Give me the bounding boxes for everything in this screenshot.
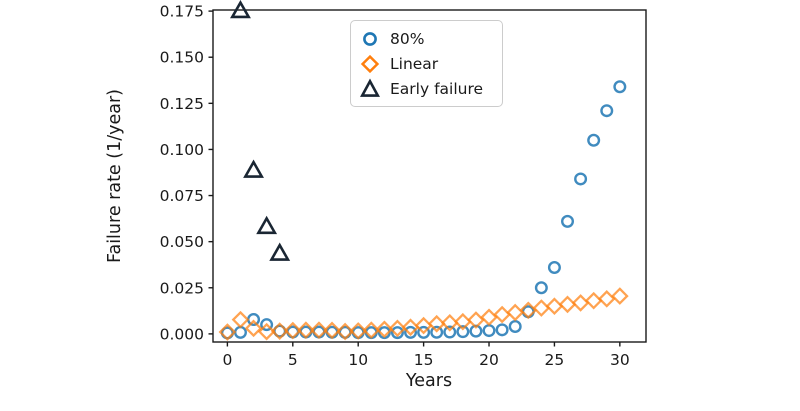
y-axis-tick-label: 0.075 <box>160 187 204 205</box>
x-axis-tick-label: 20 <box>479 351 499 369</box>
data-point-80 <box>443 325 457 339</box>
data-point-linear <box>558 295 577 314</box>
data-point-linear <box>388 319 407 338</box>
y-axis-tick-label: 0.100 <box>160 141 204 159</box>
data-point-early-failure <box>243 159 264 178</box>
diamond-marker-icon <box>360 54 380 73</box>
circle-marker-icon <box>363 31 377 46</box>
x-axis-tick-label: 0 <box>222 351 232 369</box>
data-point-early-failure <box>256 215 278 235</box>
x-axis-label: Years <box>405 371 453 391</box>
data-point-early-failure <box>230 0 251 19</box>
x-axis-tick-label: 30 <box>610 351 630 369</box>
y-axis-tick-label: 0.125 <box>160 95 204 113</box>
data-point-linear <box>611 287 629 305</box>
data-point-80 <box>404 325 418 339</box>
data-point-linear <box>283 321 302 340</box>
data-point-linear <box>597 290 616 308</box>
data-point-linear <box>506 303 525 322</box>
data-point-linear <box>571 294 590 312</box>
data-point-80 <box>534 281 548 295</box>
data-point-linear <box>270 322 289 340</box>
data-point-linear <box>349 322 368 340</box>
data-point-linear <box>336 322 354 341</box>
data-point-linear <box>427 314 446 333</box>
data-point-linear <box>362 321 381 340</box>
data-point-linear <box>440 313 459 332</box>
legend-label-early-failure: Early failure <box>390 79 484 98</box>
data-point-80 <box>482 324 496 338</box>
data-point-linear <box>454 312 472 331</box>
legend-label-80pct: 80% <box>390 29 425 48</box>
data-point-80 <box>495 323 509 337</box>
data-point-80 <box>430 325 444 339</box>
data-point-80 <box>600 104 614 118</box>
data-point-early-failure <box>269 242 291 261</box>
data-point-80 <box>247 312 261 326</box>
x-axis-tick-label: 10 <box>348 351 368 369</box>
x-axis-tick-label: 15 <box>414 351 434 369</box>
data-point-linear <box>545 297 564 316</box>
y-axis-tick-label: 0.050 <box>160 233 204 251</box>
y-axis-tick-label: 0.000 <box>160 325 204 343</box>
data-point-80 <box>417 325 431 339</box>
data-point-linear <box>493 305 511 324</box>
legend-item-80pct: 80% <box>359 26 492 51</box>
data-point-80 <box>508 320 522 334</box>
data-point-linear <box>231 310 250 329</box>
data-point-80 <box>547 260 561 274</box>
triangle-marker-icon <box>360 77 380 97</box>
legend: 80% Linear Early failure <box>350 20 503 107</box>
legend-item-early-failure: Early failure <box>359 76 492 101</box>
x-axis-tick-label: 5 <box>288 351 298 369</box>
x-axis-tick-label: 25 <box>545 351 565 369</box>
data-point-80 <box>233 325 247 339</box>
data-point-linear <box>323 321 341 340</box>
y-axis-tick-label: 0.025 <box>160 279 204 297</box>
data-point-linear <box>218 323 237 341</box>
axes-frame <box>212 9 647 343</box>
y-axis-label-container: Failure rate (1/year) <box>96 10 134 342</box>
data-point-linear <box>584 291 603 310</box>
data-point-linear <box>414 316 433 335</box>
y-axis-label: Failure rate (1/year) <box>105 89 126 263</box>
data-point-linear <box>401 318 420 337</box>
legend-item-linear: Linear <box>359 51 492 76</box>
data-point-linear <box>310 321 328 340</box>
data-point-80 <box>574 172 588 186</box>
data-point-80 <box>260 318 274 332</box>
data-point-linear <box>297 321 315 340</box>
y-axis-tick-label: 0.150 <box>160 49 204 67</box>
data-point-80 <box>390 326 404 340</box>
data-point-80 <box>613 80 627 94</box>
data-point-linear <box>244 319 263 338</box>
data-point-80 <box>561 214 575 228</box>
legend-label-linear: Linear <box>390 54 439 73</box>
data-point-80 <box>456 325 470 339</box>
data-point-linear <box>480 308 498 327</box>
data-point-linear <box>257 322 276 341</box>
y-axis-tick-label: 0.175 <box>160 3 204 21</box>
data-point-linear <box>532 299 551 317</box>
data-point-80 <box>587 133 601 147</box>
data-point-linear <box>375 320 394 339</box>
